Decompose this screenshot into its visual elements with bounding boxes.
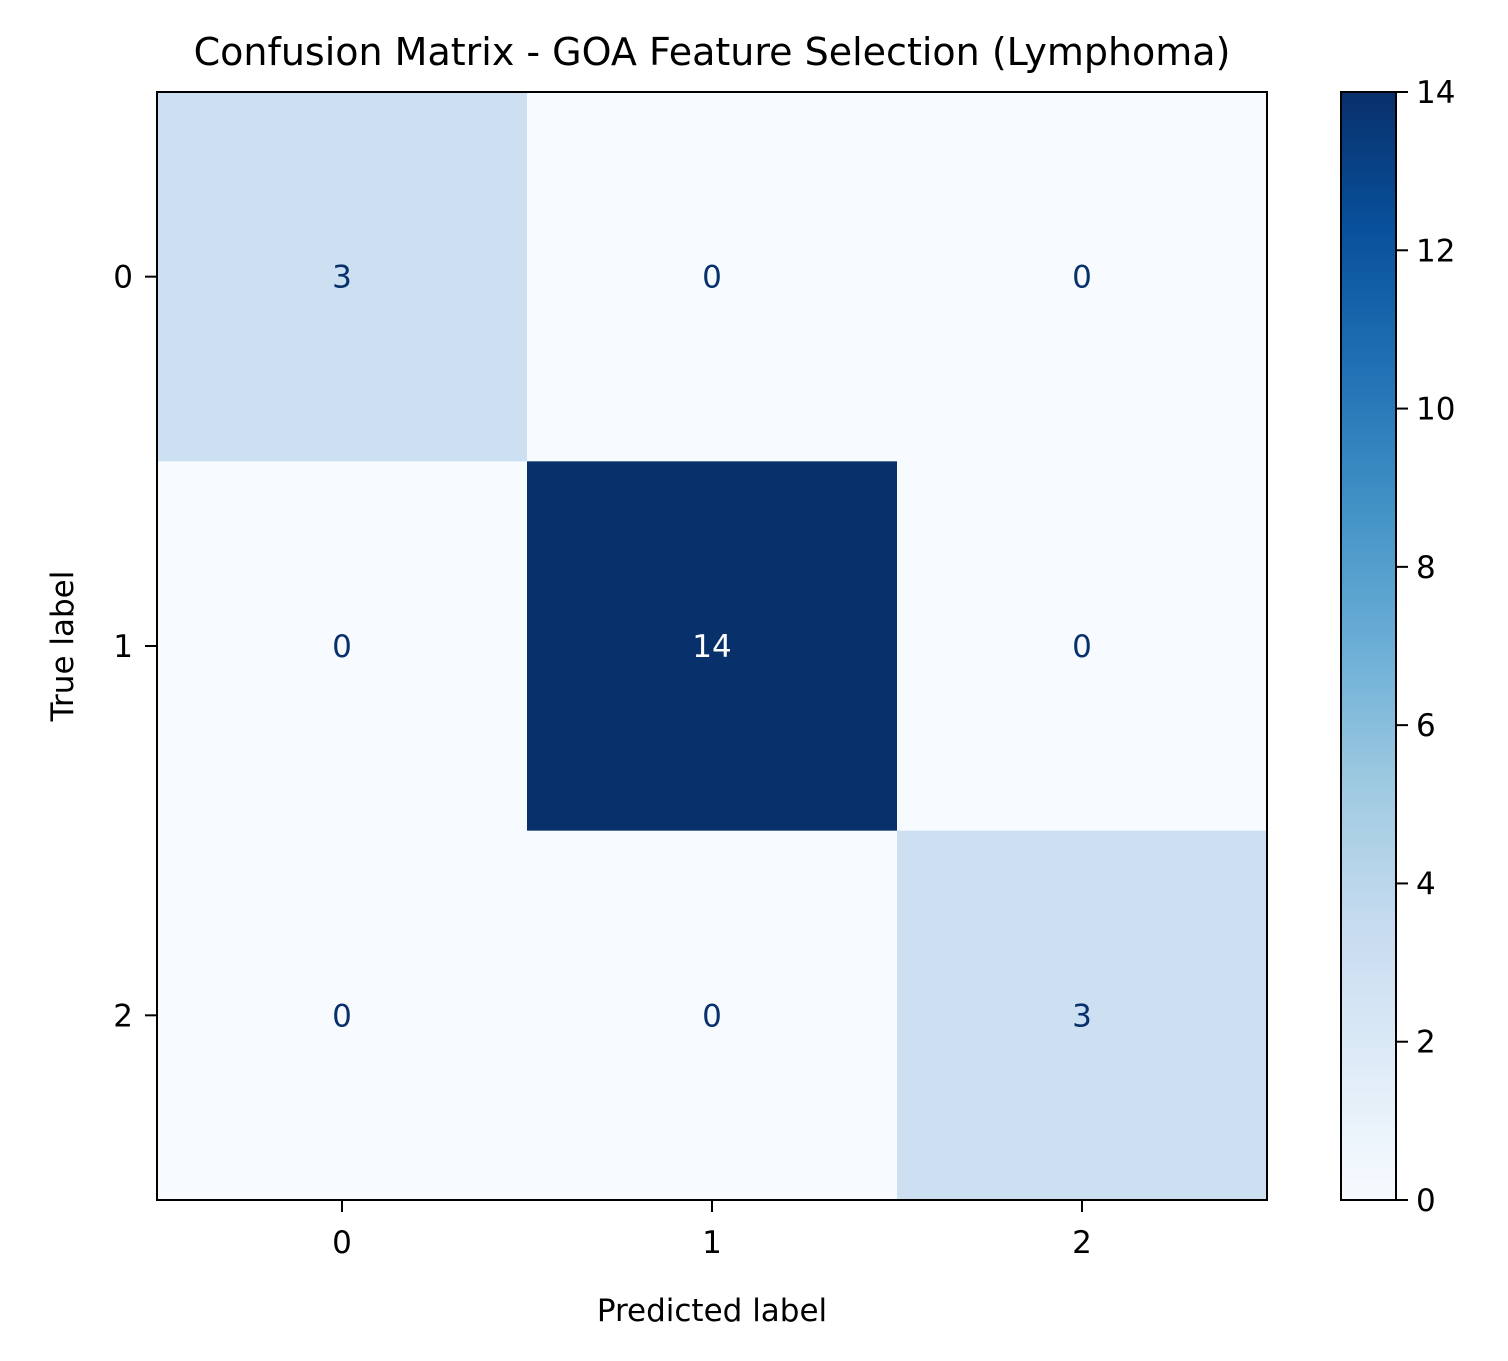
y-tick-label-2: 2 (113, 998, 133, 1034)
heatmap-cells (157, 92, 1268, 1201)
colorbar-tick-label-0: 0 (1416, 1183, 1436, 1219)
cell-value-2-1: 0 (702, 998, 722, 1034)
cell-value-0-0: 3 (332, 260, 352, 296)
heatmap-cell-0-2 (897, 92, 1268, 462)
colorbar-tick-label-4: 8 (1416, 550, 1436, 586)
colorbar-tick-label-5: 10 (1416, 392, 1455, 428)
heatmap-cell-2-2 (897, 830, 1268, 1201)
x-axis-ticks: 0 1 2 (332, 1200, 1092, 1261)
colorbar-ticks: 0 2 4 6 8 10 12 14 (1396, 75, 1455, 1219)
heatmap-cell-1-1 (527, 461, 898, 832)
x-tick-label-0: 0 (332, 1225, 352, 1261)
cell-value-1-0: 0 (332, 629, 352, 665)
heatmap-cell-2-0 (157, 830, 528, 1201)
x-tick-label-2: 2 (1072, 1225, 1092, 1261)
colorbar-tick-label-2: 4 (1416, 866, 1436, 902)
colorbar-tick-label-3: 6 (1416, 708, 1436, 744)
colorbar-tick-label-1: 2 (1416, 1025, 1436, 1061)
x-axis-label: Predicted label (597, 1293, 827, 1329)
y-axis-ticks: 0 1 2 (113, 260, 157, 1034)
heatmap-cell-1-0 (157, 461, 528, 832)
heatmap-cell-0-1 (527, 92, 898, 462)
heatmap-cell-labels: 3 0 0 0 14 0 0 0 3 (332, 260, 1092, 1035)
cell-value-1-2: 0 (1072, 629, 1092, 665)
y-tick-label-1: 1 (113, 629, 133, 665)
cell-value-1-1: 14 (692, 629, 731, 665)
y-tick-label-0: 0 (113, 260, 133, 296)
cell-value-2-2: 3 (1072, 998, 1092, 1034)
cell-value-0-2: 0 (1072, 260, 1092, 296)
heatmap-cell-2-1 (527, 830, 898, 1201)
heatmap-cell-0-0 (157, 92, 528, 462)
colorbar (1340, 91, 1397, 1201)
x-tick-label-1: 1 (702, 1225, 722, 1261)
colorbar-tick-label-6: 12 (1416, 233, 1455, 269)
cell-value-0-1: 0 (702, 260, 722, 296)
chart-title: Confusion Matrix - GOA Feature Selection… (194, 30, 1231, 74)
colorbar-tick-label-7: 14 (1416, 75, 1455, 111)
y-axis-label: True label (45, 571, 81, 723)
heatmap-cell-1-2 (897, 461, 1268, 832)
cell-value-2-0: 0 (332, 998, 352, 1034)
